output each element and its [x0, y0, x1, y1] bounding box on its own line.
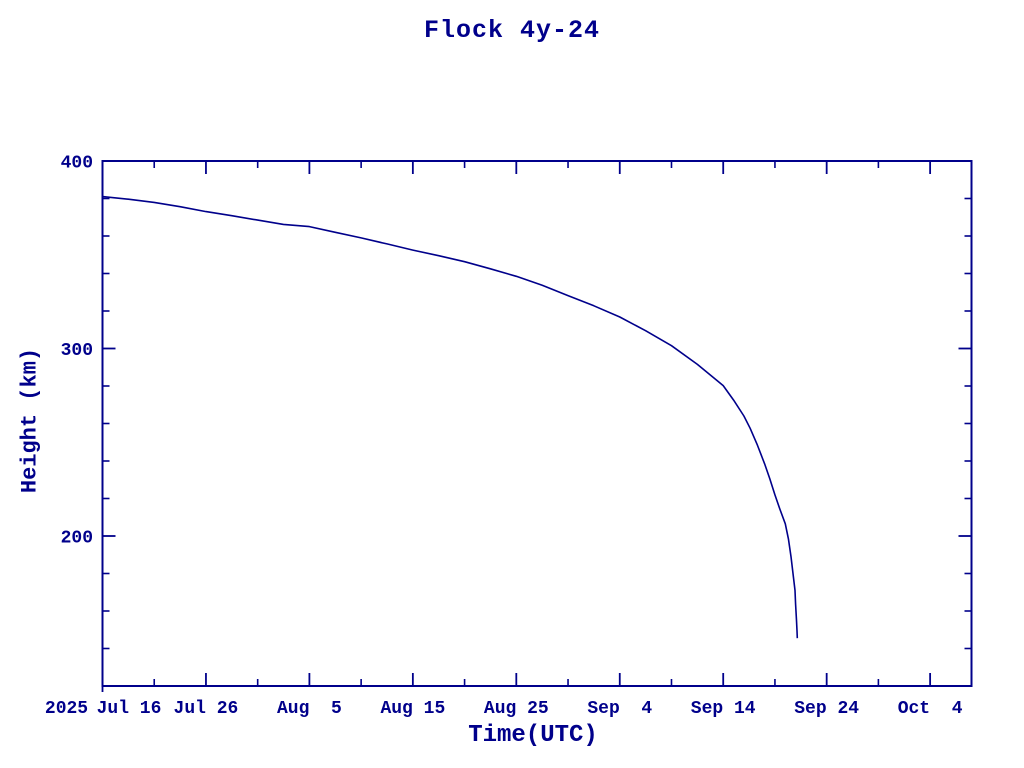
height-decay-curve — [102, 195, 799, 639]
x-tick-label: Jul 16 — [97, 699, 162, 719]
plot-frame — [101, 160, 973, 687]
x-tick-label: Sep 14 — [691, 699, 756, 719]
x-tick-label: Oct 4 — [898, 699, 963, 719]
y-tick-label: 200 — [61, 529, 93, 549]
x-tick-label: Sep 4 — [587, 699, 652, 719]
x-tick-label: Aug 5 — [277, 699, 342, 719]
x-tick-label: Jul 26 — [174, 699, 239, 719]
y-tick-label: 300 — [61, 341, 93, 361]
year-label: 2025 — [45, 699, 88, 719]
x-tick-label: Sep 24 — [794, 699, 859, 719]
chart-title: Flock 4y-24 — [423, 16, 601, 45]
x-axis-label: Time(UTC) — [468, 722, 598, 749]
x-tick-label: Aug 15 — [380, 699, 445, 719]
y-tick-label: 400 — [61, 154, 93, 174]
x-tick-label: Aug 25 — [484, 699, 549, 719]
